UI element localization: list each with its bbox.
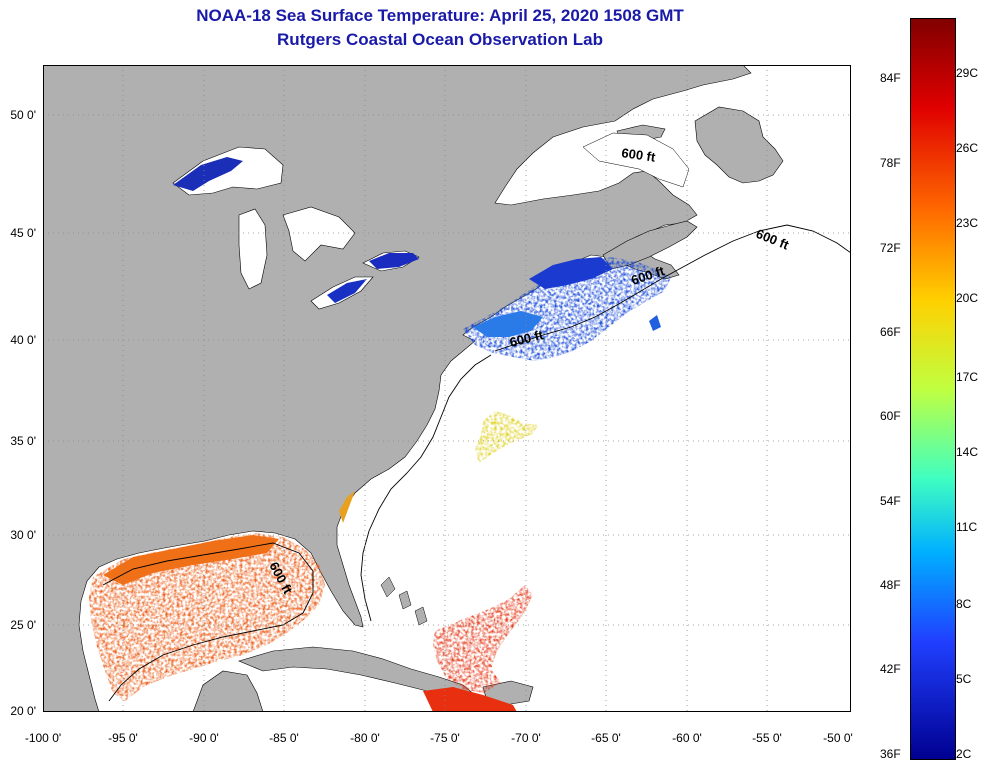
lat-tick-50: 50 0' — [10, 108, 36, 122]
yucatan-land — [192, 670, 264, 712]
colorbar-c-17: 17C — [956, 370, 979, 384]
colorbar-f-60: 60F — [880, 409, 901, 423]
lon-tick-80: -80 0' — [350, 731, 380, 745]
colorbar — [910, 18, 956, 760]
colorbar-c-23: 23C — [956, 216, 979, 230]
lon-tick-50: -50 0' — [823, 731, 853, 745]
offshore-patch-sst — [649, 315, 661, 331]
lon-tick-70: -70 0' — [511, 731, 541, 745]
colorbar-f-48: 48F — [880, 578, 901, 592]
colorbar-c-14: 14C — [956, 445, 979, 459]
colorbar-f-66: 66F — [880, 325, 901, 339]
colorbar-f-78: 78F — [880, 156, 901, 170]
carolina-coast-sst — [339, 491, 355, 523]
gulf-shelf-sst — [103, 535, 279, 585]
lat-tick-20: 20 0' — [10, 704, 36, 718]
colorbar-c-29: 29C — [956, 66, 979, 80]
lon-tick-65: -65 0' — [591, 731, 621, 745]
map-title: NOAA-18 Sea Surface Temperature: April 2… — [196, 6, 684, 25]
bahamas-land — [380, 576, 428, 626]
colorbar-f-36: 36F — [880, 747, 901, 761]
lake-huron — [282, 206, 356, 262]
map-subtitle: Rutgers Coastal Ocean Observation Lab — [277, 30, 603, 49]
colorbar-c-26: 26C — [956, 141, 979, 155]
lon-tick-55: -55 0' — [752, 731, 782, 745]
map-frame — [43, 65, 851, 712]
colorbar-c-20: 20C — [956, 291, 979, 305]
colorbar-c-2: 2C — [956, 747, 972, 761]
caribbean-south-sst — [423, 687, 517, 712]
lat-tick-40: 40 0' — [10, 333, 36, 347]
lon-tick-85: -85 0' — [269, 731, 299, 745]
colorbar-gradient — [910, 18, 956, 760]
colorbar-c-5: 5C — [956, 672, 972, 686]
lake-erie-sst — [327, 279, 367, 303]
lat-tick-35: 35 0' — [10, 434, 36, 448]
sst-map: 600 ft 600 ft 600 ft 600 ft 600 ft — [43, 65, 851, 712]
colorbar-f-54: 54F — [880, 494, 901, 508]
lake-michigan — [238, 208, 268, 290]
colorbar-f-42: 42F — [880, 662, 901, 676]
gulf-stream-sst — [475, 411, 539, 463]
colorbar-f-84: 84F — [880, 71, 901, 85]
caribbean-sst — [433, 585, 533, 693]
lon-tick-60: -60 0' — [672, 731, 702, 745]
lon-tick-75: -75 0' — [430, 731, 460, 745]
lat-tick-45: 45 0' — [10, 226, 36, 240]
scotian-shelf-sst — [529, 257, 613, 289]
newfoundland-land — [694, 106, 784, 184]
lon-tick-90: -90 0' — [189, 731, 219, 745]
lat-tick-30: 30 0' — [10, 528, 36, 542]
isobath-600ft — [102, 224, 851, 702]
georges-bank-sst — [473, 311, 543, 337]
lon-tick-95: -95 0' — [108, 731, 138, 745]
lake-ontario-sst — [369, 253, 419, 269]
lat-tick-25: 25 0' — [10, 618, 36, 632]
isobath-label: 600 ft — [621, 145, 657, 165]
colorbar-f-72: 72F — [880, 241, 901, 255]
lake-superior-sst — [173, 157, 243, 191]
colorbar-c-11: 11C — [956, 520, 978, 534]
lon-tick-100: -100 0' — [24, 731, 62, 745]
gulf-st-lawrence — [582, 132, 690, 188]
colorbar-c-8: 8C — [956, 597, 972, 611]
